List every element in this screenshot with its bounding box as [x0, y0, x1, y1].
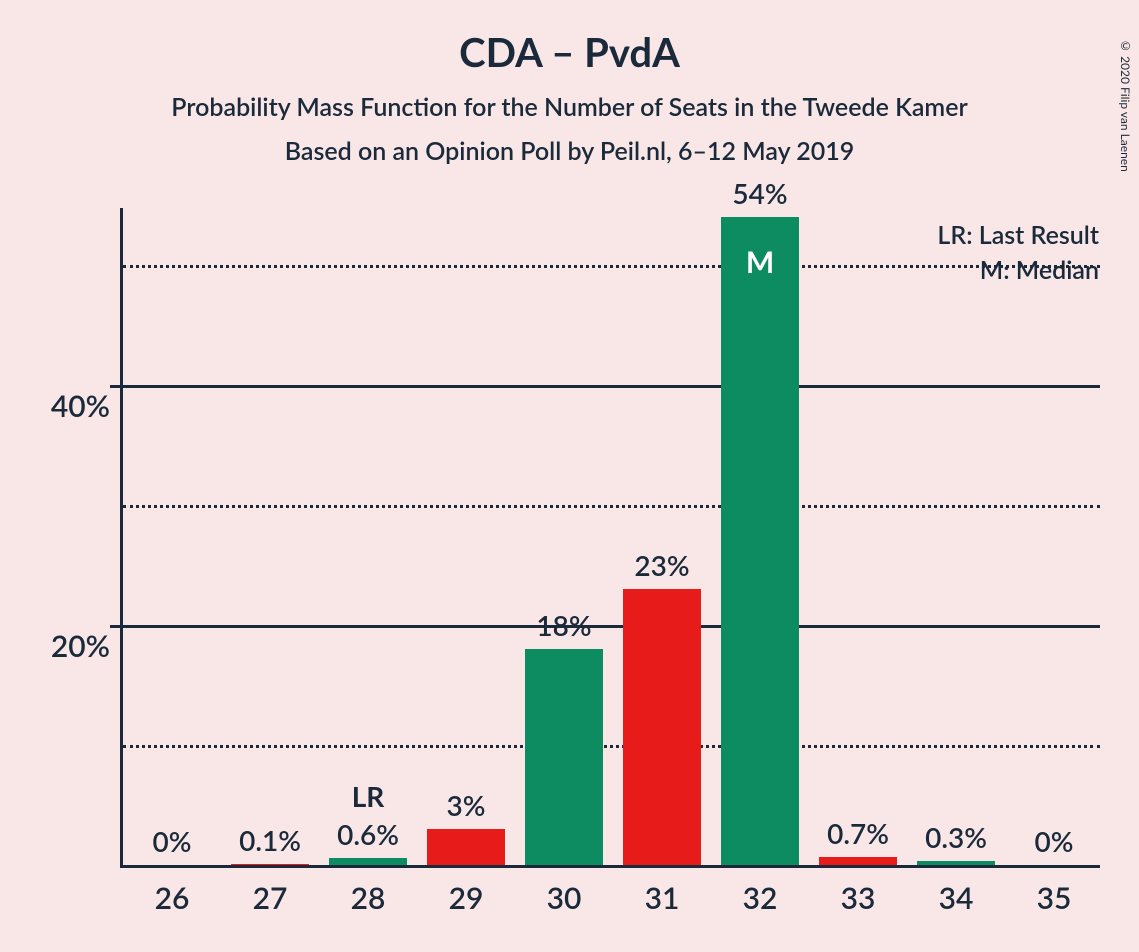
chart-subtitle-1: Probability Mass Function for the Number…	[0, 92, 1139, 122]
bar	[231, 864, 309, 865]
bar-chart: 20%40%260%270.1%280.6%LR293%3018%3123%32…	[120, 208, 1100, 868]
grid-minor	[123, 745, 1100, 748]
chart-subtitle-2: Based on an Opinion Poll by Peil.nl, 6–1…	[0, 136, 1139, 166]
bar	[623, 589, 701, 865]
bar	[917, 861, 995, 865]
bar-annot-m: M	[746, 244, 774, 280]
x-tick-label: 27	[253, 880, 288, 916]
bar	[329, 858, 407, 865]
x-tick-label: 26	[155, 880, 190, 916]
bar-value-label: 0.3%	[925, 820, 987, 854]
chart-header: CDA – PvdA Probability Mass Function for…	[0, 28, 1139, 166]
bar	[819, 857, 897, 865]
bar-value-label: 3%	[447, 788, 486, 822]
x-tick-label: 31	[645, 880, 680, 916]
y-axis-line	[120, 208, 123, 868]
bar-value-label: 54%	[732, 176, 787, 210]
x-tick-label: 29	[449, 880, 484, 916]
y-tick-mark	[110, 625, 120, 628]
bar-value-label: 0.6%	[337, 817, 399, 851]
copyright-text: © 2020 Filip van Laenen	[1118, 38, 1133, 172]
x-tick-label: 35	[1037, 880, 1072, 916]
bar-annot-lr: LR	[352, 779, 385, 813]
bar	[525, 649, 603, 865]
x-tick-label: 33	[841, 880, 876, 916]
grid-major	[123, 625, 1100, 628]
x-axis-line	[120, 865, 1100, 868]
bar-value-label: 0%	[153, 824, 192, 858]
bar-value-label: 18%	[536, 608, 591, 642]
chart-title: CDA – PvdA	[0, 28, 1139, 76]
bar-value-label: 0%	[1035, 824, 1074, 858]
bar-value-label: 23%	[634, 548, 689, 582]
grid-minor	[123, 505, 1100, 508]
bar-value-label: 0.1%	[239, 823, 301, 857]
x-tick-label: 28	[351, 880, 386, 916]
x-tick-label: 32	[743, 880, 778, 916]
bar-value-label: 0.7%	[827, 816, 889, 850]
grid-major	[123, 385, 1100, 388]
x-tick-label: 30	[547, 880, 582, 916]
bar	[721, 217, 799, 865]
y-tick-mark	[110, 385, 120, 388]
x-tick-label: 34	[939, 880, 974, 916]
grid-minor	[123, 265, 1100, 268]
bar	[427, 829, 505, 865]
